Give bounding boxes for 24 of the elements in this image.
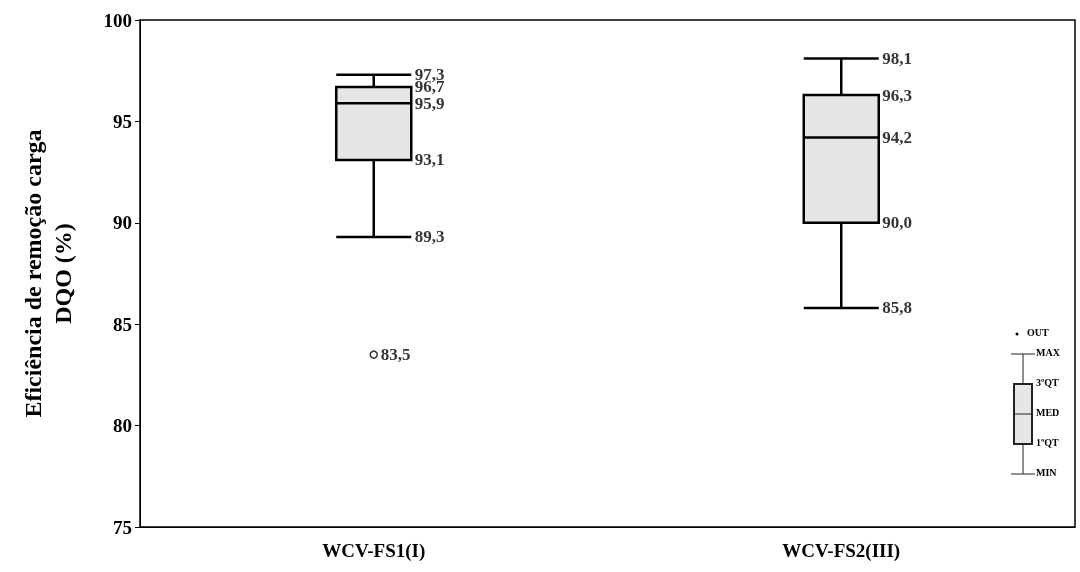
annotation: MED bbox=[1036, 407, 1060, 419]
annotation: MAX bbox=[1036, 347, 1061, 359]
annotation: MIN bbox=[1036, 467, 1058, 479]
annotation: 85,8 bbox=[882, 298, 912, 318]
annotation: 96,3 bbox=[882, 85, 912, 105]
y-tick-label: 75 bbox=[113, 516, 132, 538]
y-tick-label: 85 bbox=[113, 313, 132, 335]
annotation: 93,1 bbox=[414, 150, 445, 170]
annotation: OUT bbox=[1027, 327, 1049, 339]
annotation: 90,0 bbox=[882, 213, 912, 233]
y-tick-label: 95 bbox=[113, 110, 132, 132]
annotation: 83,5 bbox=[380, 345, 411, 365]
y-axis-title: Eficiência de remoção carga DQO (%) bbox=[20, 129, 76, 418]
annotation: 89,3 bbox=[414, 227, 445, 247]
annotation: 1ºQT bbox=[1036, 437, 1060, 449]
annotation: 94,2 bbox=[882, 128, 912, 148]
annotation: 95,9 bbox=[414, 93, 445, 113]
y-tick-label: 100 bbox=[103, 9, 132, 31]
x-tick-label: WCV-FS2(III) bbox=[782, 540, 901, 562]
annotation: 98,1 bbox=[882, 49, 912, 69]
x-tick-label: WCV-FS1(I) bbox=[322, 540, 426, 562]
y-tick-label: 80 bbox=[113, 415, 132, 437]
annotation: 3ºQT bbox=[1036, 377, 1060, 389]
y-tick-label: 90 bbox=[113, 212, 132, 234]
